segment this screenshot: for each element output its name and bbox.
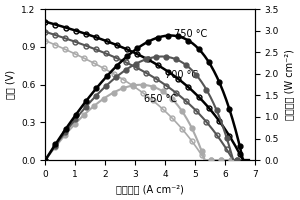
Text: 750 °C: 750 °C	[174, 29, 207, 39]
Y-axis label: 电压 (V): 电压 (V)	[6, 70, 16, 99]
Text: 700 °C: 700 °C	[165, 70, 198, 80]
X-axis label: 电流密度 (A cm⁻²): 电流密度 (A cm⁻²)	[116, 184, 184, 194]
Text: 650 °C: 650 °C	[144, 94, 177, 104]
Y-axis label: 功率密度 (W cm⁻²): 功率密度 (W cm⁻²)	[284, 49, 294, 120]
